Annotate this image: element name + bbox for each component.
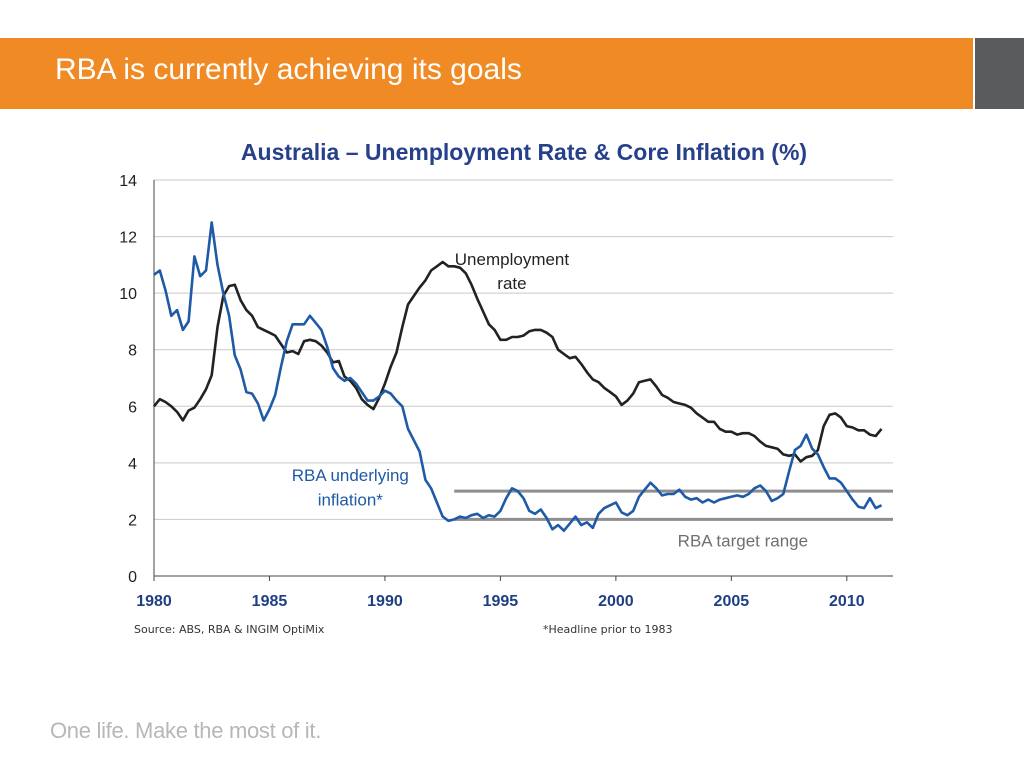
annotation-label: rate	[497, 274, 526, 293]
x-tick-label: 2005	[714, 593, 750, 610]
y-tick-label: 6	[128, 399, 137, 416]
y-tick-label: 12	[119, 230, 137, 247]
title-banner: RBA is currently achieving its goals	[0, 38, 973, 109]
line-chart: Australia – Unemployment Rate & Core Inf…	[119, 139, 893, 610]
y-tick-label: 0	[128, 569, 137, 586]
annotation-label: Unemployment	[455, 250, 570, 269]
y-tick-label: 8	[128, 343, 137, 360]
slide-title: RBA is currently achieving its goals	[55, 53, 522, 86]
underlying-inflation-line	[153, 221, 883, 533]
x-tick-label: 1980	[136, 593, 172, 610]
annotation-label: RBA underlying	[292, 466, 409, 485]
unemployment-rate-line	[152, 260, 883, 463]
footnote: *Headline prior to 1983	[543, 623, 673, 636]
y-tick-label: 10	[119, 286, 137, 303]
chart-title: Australia – Unemployment Rate & Core Inf…	[241, 139, 807, 165]
annotations: Unemployment rate RBA underlying inflation*…	[292, 250, 808, 550]
axes	[153, 180, 893, 581]
side-accent-block	[975, 38, 1024, 109]
tagline: One life. Make the most of it.	[50, 718, 322, 743]
x-tick-label: 1995	[483, 593, 519, 610]
gridlines	[154, 179, 893, 520]
x-tick-label: 1985	[252, 593, 288, 610]
y-tick-label: 14	[119, 173, 137, 190]
tick-labels: 0 2 4 6 8 10 12 14 1980 1985 1990 1995 2000 2005 2010	[119, 173, 865, 610]
source-note: Source: ABS, RBA & INGIM OptiMix	[134, 623, 325, 636]
annotation-label: inflation*	[318, 490, 384, 509]
y-tick-label: 4	[128, 456, 137, 473]
x-tick-label: 1990	[367, 593, 403, 610]
y-tick-label: 2	[128, 512, 137, 529]
target-range-band	[454, 489, 893, 521]
series-lines	[152, 221, 883, 533]
annotation-label: RBA target range	[678, 531, 808, 550]
x-tick-label: 2010	[829, 593, 865, 610]
x-tick-label: 2000	[598, 593, 634, 610]
